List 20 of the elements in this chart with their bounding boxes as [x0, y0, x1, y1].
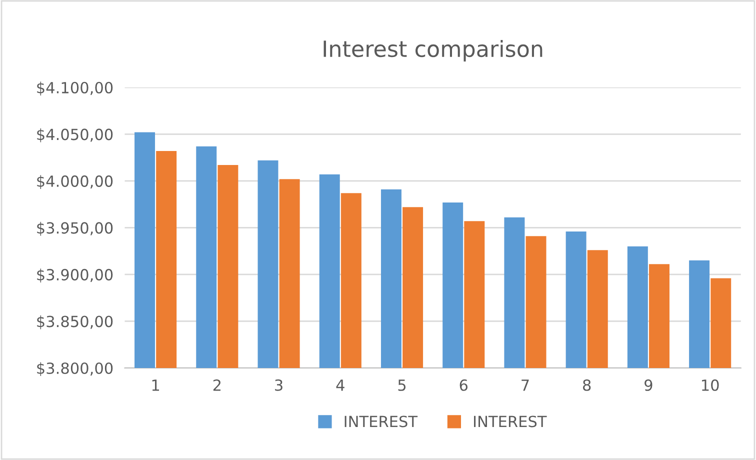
legend-label: INTEREST: [344, 416, 418, 428]
x-tick-label: 7: [522, 380, 529, 391]
y-tick-label: $3.900,00: [37, 268, 113, 283]
x-tick-label: 10: [702, 379, 719, 391]
y-tick-label: $4.050,00: [37, 128, 113, 142]
y-tick-label: $3.800,00: [37, 362, 113, 376]
x-tick-label: 1: [152, 380, 159, 391]
y-tick-label: $3.850,00: [37, 315, 113, 330]
x-tick-label: 3: [275, 379, 282, 391]
y-tick-label: $4.100,00: [37, 82, 113, 96]
x-tick-label: 9: [644, 379, 652, 391]
x-tick-label: 2: [213, 379, 220, 391]
y-tick-label: $3.950,00: [37, 222, 113, 236]
y-tick-label: $4.000,00: [37, 175, 113, 189]
x-tick-label: 6: [460, 379, 468, 391]
x-tick-label: 5: [398, 380, 406, 391]
chart-title: Interest comparison: [324, 40, 542, 62]
x-tick-label: 8: [583, 379, 591, 391]
x-tick-label: 4: [336, 380, 344, 391]
legend-label: INTEREST: [474, 416, 547, 428]
